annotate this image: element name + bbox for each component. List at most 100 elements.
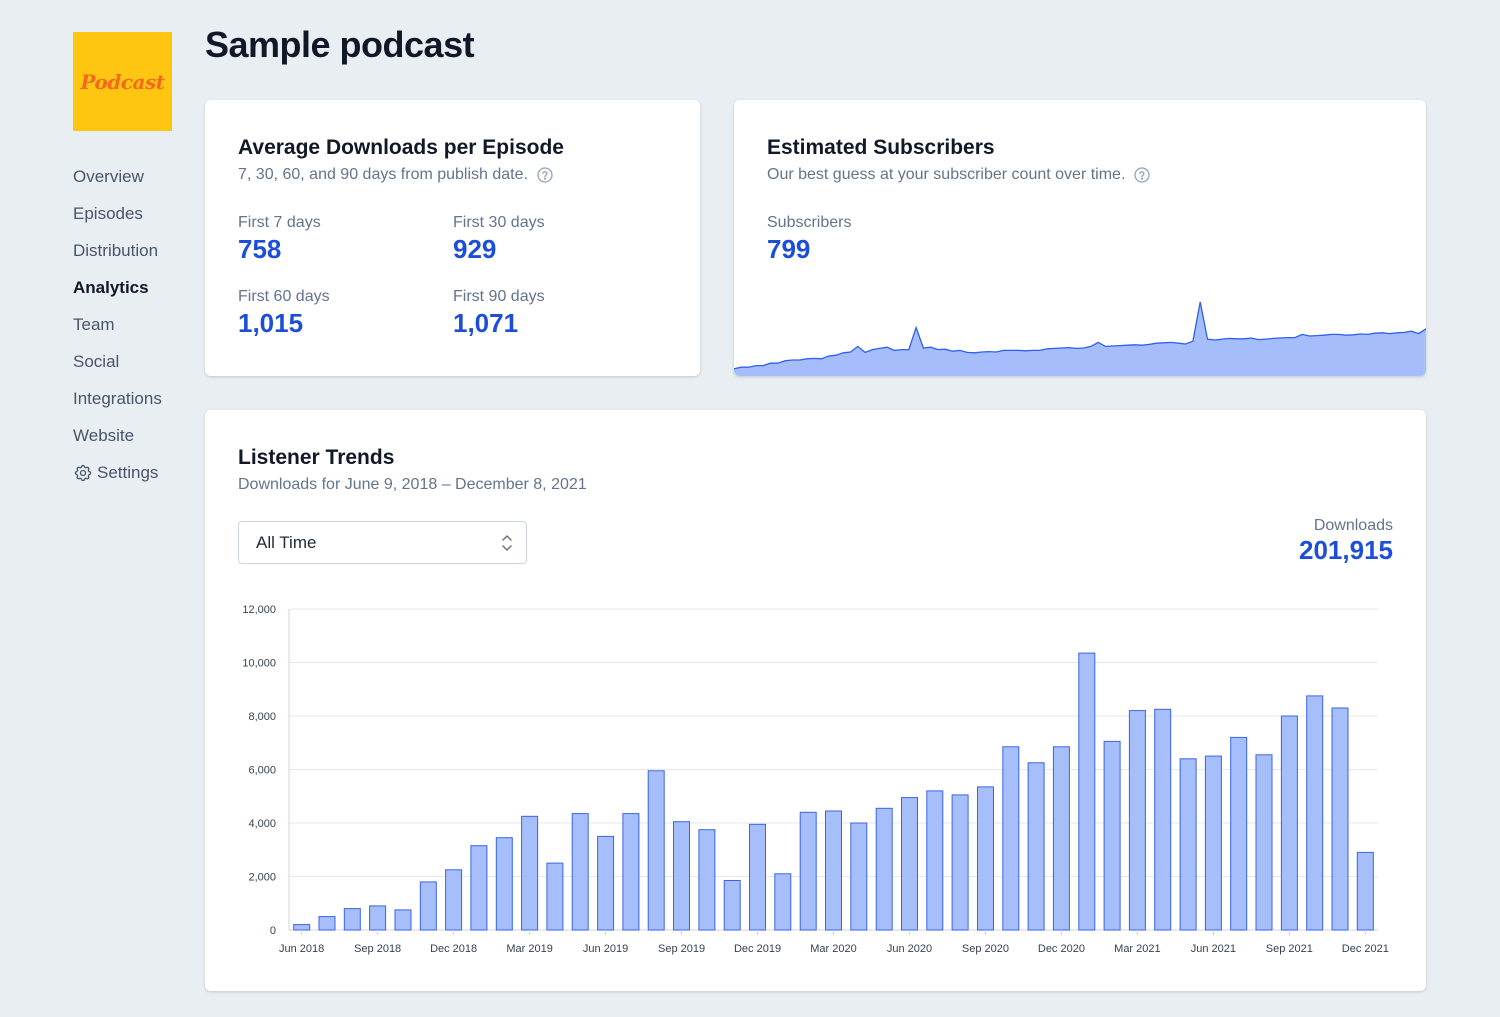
gear-icon: [74, 464, 92, 482]
bar: [698, 829, 716, 931]
x-tick-label: Jun 2021: [1191, 943, 1236, 955]
sparkline-area: [734, 302, 1426, 376]
y-tick-label: 2,000: [248, 872, 276, 884]
bar: [1103, 740, 1121, 931]
bar: [1154, 708, 1172, 931]
downloads-total: Downloads 201,915: [1299, 517, 1393, 565]
card-title: Estimated Subscribers: [767, 136, 995, 159]
x-tick-label: Dec 2018: [430, 943, 477, 955]
card-title: Average Downloads per Episode: [238, 136, 564, 159]
sidebar-item-website[interactable]: Website: [73, 426, 135, 445]
card-subtitle: Downloads for June 9, 2018 – December 8,…: [238, 476, 587, 493]
x-tick-label: Sep 2020: [962, 943, 1009, 955]
bar: [875, 807, 893, 931]
stat-first-90-days: First 90 days 1,071: [453, 288, 545, 338]
avg-downloads-card: Average Downloads per Episode 7, 30, 60,…: [205, 100, 700, 376]
time-range-value: All Time: [256, 532, 317, 552]
bar: [1255, 754, 1273, 931]
x-tick-label: Mar 2021: [1114, 943, 1160, 955]
bar: [495, 837, 513, 931]
bar: [1331, 707, 1349, 931]
y-tick-label: 6,000: [248, 765, 276, 777]
question-circle-icon[interactable]: [1134, 167, 1151, 183]
bar: [951, 794, 969, 931]
bar: [1306, 695, 1324, 931]
bar: [977, 786, 994, 931]
x-tick-label: Sep 2021: [1266, 943, 1313, 955]
sidebar-item-settings[interactable]: Settings: [73, 461, 162, 498]
card-title: Listener Trends: [238, 446, 395, 469]
sidebar-item-overview[interactable]: Overview: [73, 167, 144, 186]
bar: [1128, 710, 1146, 931]
y-tick-label: 8,000: [248, 711, 276, 723]
question-circle-icon[interactable]: [537, 167, 553, 183]
bar: [445, 869, 463, 931]
bar: [1280, 715, 1298, 931]
x-tick-label: Mar 2019: [506, 943, 552, 955]
sidebar-item-team[interactable]: Team: [73, 315, 115, 334]
bar: [647, 770, 665, 931]
bar: [597, 835, 615, 931]
listener-trends-card: Listener Trends Downloads for June 9, 20…: [205, 410, 1426, 991]
x-tick-label: Dec 2019: [734, 943, 781, 955]
y-tick-label: 0: [270, 925, 276, 937]
bar: [293, 924, 311, 931]
stat-first-7-days: First 7 days 758: [238, 214, 321, 264]
x-tick-label: Sep 2019: [658, 943, 705, 955]
bar: [673, 821, 690, 931]
bar: [470, 845, 488, 931]
sidebar-item-social[interactable]: Social: [73, 352, 120, 371]
x-tick-label: Sep 2018: [354, 943, 401, 955]
bar: [521, 815, 539, 931]
podcast-logo[interactable]: Podcast: [73, 32, 172, 131]
x-tick-label: Dec 2020: [1038, 943, 1085, 955]
up-down-chevron-icon: [502, 534, 512, 551]
sidebar-item-integrations[interactable]: Integrations: [73, 389, 162, 408]
stat-subscribers: Subscribers 799: [767, 214, 852, 264]
stat-first-60-days: First 60 days 1,015: [238, 288, 330, 338]
bar: [343, 908, 361, 931]
bar: [926, 790, 944, 931]
card-subtitle: Our best guess at your subscriber count …: [767, 166, 1126, 183]
bar: [622, 813, 640, 931]
bar: [546, 862, 564, 931]
bar: [419, 881, 437, 931]
downloads-bar-chart: 0 2,000 4,000 6,000 8,000 10,000 12,000 Jun 201…: [242, 604, 1389, 955]
x-tick-label: Dec 2021: [1342, 943, 1389, 955]
bar: [369, 905, 387, 931]
x-tick-label: Jun 2020: [887, 943, 932, 955]
bar: [1179, 758, 1197, 931]
bar: [1052, 746, 1070, 931]
bar: [901, 797, 918, 931]
bar: [1230, 736, 1248, 931]
sidebar-nav: Overview Episodes Distribution Analytics…: [73, 165, 162, 498]
bar: [850, 822, 868, 931]
y-tick-label: 12,000: [242, 604, 276, 616]
bar: [394, 909, 412, 931]
bar: [1356, 851, 1374, 931]
sidebar-item-distribution[interactable]: Distribution: [73, 241, 159, 260]
stat-first-30-days: First 30 days 929: [453, 214, 545, 264]
page-title: Sample podcast: [205, 24, 475, 65]
sidebar-item-analytics[interactable]: Analytics: [73, 278, 149, 297]
y-tick-label: 10,000: [242, 658, 276, 670]
x-tick-label: Mar 2020: [810, 943, 856, 955]
card-subtitle: 7, 30, 60, and 90 days from publish date…: [238, 166, 528, 183]
x-tick-label: Jun 2019: [583, 943, 628, 955]
bar: [723, 880, 741, 931]
sidebar-item-episodes[interactable]: Episodes: [73, 204, 143, 223]
subscribers-sparkline: [734, 301, 1426, 376]
bar: [774, 873, 792, 931]
bar: [749, 823, 766, 931]
sparkline-line: [734, 301, 1426, 370]
y-tick-label: 4,000: [248, 818, 276, 830]
bar: [1204, 755, 1222, 931]
bar: [825, 810, 842, 931]
subscribers-card: Estimated Subscribers Our best guess at …: [734, 100, 1426, 376]
time-range-select[interactable]: All Time: [238, 521, 527, 564]
logo-text: Podcast: [80, 69, 165, 94]
bar: [799, 811, 817, 931]
bar: [318, 916, 336, 931]
bar: [1027, 762, 1045, 931]
bar: [1002, 746, 1020, 931]
